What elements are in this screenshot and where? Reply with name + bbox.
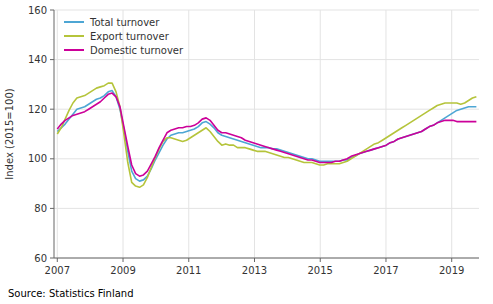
legend-swatch: [64, 35, 84, 37]
y-tick: [50, 158, 54, 159]
chart: 60 80 100 120 140 160 2007 2009 2011 2013 2015 2017…: [0, 0, 493, 304]
x-grid-line: [320, 10, 321, 258]
legend-label: Total turnover: [89, 17, 160, 28]
source-note: Source: Statistics Finland: [8, 288, 134, 299]
series-line: [57, 83, 476, 187]
y-tick-label: 100: [28, 153, 47, 164]
y-axis-line: [54, 10, 55, 258]
grid: [54, 10, 479, 258]
y-tick: [50, 208, 54, 209]
x-tick: [188, 258, 189, 262]
x-tick: [385, 258, 386, 262]
x-grid-line: [254, 10, 255, 258]
y-grid-line: [54, 208, 479, 209]
legend-label: Export turnover: [90, 31, 170, 42]
legend-label: Domestic turnover: [90, 45, 184, 56]
x-grid-line: [451, 10, 452, 258]
x-tick-label: 2009: [110, 265, 135, 276]
x-grid-line: [385, 10, 386, 258]
legend: Total turnover Export turnover Domestic tu…: [64, 17, 184, 56]
series-line: [57, 93, 476, 176]
y-tick: [50, 109, 54, 110]
x-tick: [57, 258, 58, 262]
y-axis-label: Index (2015=100): [4, 88, 15, 180]
y-tick-label: 160: [28, 5, 47, 16]
x-tick: [451, 258, 452, 262]
y-grid-line: [54, 10, 479, 11]
series-line: [57, 91, 476, 182]
y-tick-label: 120: [28, 104, 47, 115]
y-grid-line: [54, 158, 479, 159]
y-tick: [50, 258, 54, 259]
y-grid-line: [54, 258, 479, 259]
y-tick-label: 80: [34, 203, 47, 214]
x-axis-line: [54, 258, 479, 259]
y-grid-line: [54, 109, 479, 110]
y-tick-label: 60: [34, 253, 47, 264]
x-tick: [320, 258, 321, 262]
legend-swatch: [64, 21, 84, 23]
x-grid-line: [188, 10, 189, 258]
legend-swatch: [64, 49, 84, 51]
y-grid-line: [54, 59, 479, 60]
x-tick-label: 2017: [373, 265, 398, 276]
x-tick: [254, 258, 255, 262]
y-tick: [50, 10, 54, 11]
y-tick: [50, 59, 54, 60]
x-tick: [123, 258, 124, 262]
x-tick-label: 2013: [242, 265, 267, 276]
x-tick-label: 2007: [45, 265, 70, 276]
series-group: [57, 83, 476, 187]
y-tick-label: 140: [28, 54, 47, 65]
x-tick-label: 2015: [308, 265, 333, 276]
x-tick-label: 2019: [439, 265, 464, 276]
x-tick-label: 2011: [176, 265, 201, 276]
